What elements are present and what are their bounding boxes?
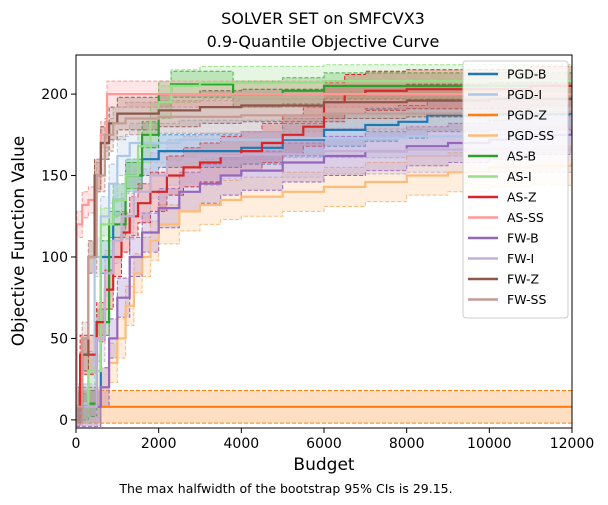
chart-subtitle: 0.9-Quantile Objective Curve bbox=[207, 32, 440, 51]
x-tick-label: 0 bbox=[72, 436, 81, 452]
y-tick-label: 200 bbox=[41, 87, 68, 103]
legend-label-as-z: AS-Z bbox=[507, 190, 537, 205]
ci-lower-pgd-b bbox=[76, 129, 572, 424]
legend-label-fw-i: FW-I bbox=[507, 251, 534, 266]
legend-box bbox=[462, 60, 569, 319]
legend-label-as-b: AS-B bbox=[507, 149, 536, 164]
x-tick-label: 10000 bbox=[467, 436, 512, 452]
ci-band-pgd-ss bbox=[76, 143, 572, 427]
series-line-fw-b bbox=[76, 129, 572, 408]
x-tick-label: 8000 bbox=[389, 436, 425, 452]
x-axis-ticks: 0 2000 4000 6000 8000 10000 12000 bbox=[72, 428, 595, 452]
y-tick-label: 150 bbox=[41, 169, 68, 185]
legend-label-pgd-ss: PGD-SS bbox=[507, 128, 554, 143]
series-line-fw-i bbox=[76, 146, 572, 408]
ci-upper-fw-ss bbox=[76, 94, 572, 391]
x-tick-label: 12000 bbox=[550, 436, 595, 452]
x-tick-label: 2000 bbox=[141, 436, 177, 452]
y-axis-ticks: 0 50 100 150 200 bbox=[41, 87, 76, 429]
legend-label-as-i: AS-I bbox=[507, 169, 532, 184]
y-axis-label: Objective Function Value bbox=[9, 136, 29, 346]
x-tick-label: 6000 bbox=[306, 436, 342, 452]
ci-band-fw-z bbox=[76, 82, 572, 424]
legend-label-fw-b: FW-B bbox=[507, 231, 539, 246]
ci-lower-fw-ss bbox=[76, 126, 572, 424]
ci-upper-as-z bbox=[76, 65, 572, 388]
series-line-fw-ss bbox=[76, 110, 572, 408]
series-lines bbox=[76, 80, 572, 408]
x-axis-label: Budget bbox=[293, 455, 354, 475]
series-line-pgd-b bbox=[76, 112, 572, 408]
x-tick-label: 4000 bbox=[224, 436, 260, 452]
y-tick-label: 50 bbox=[50, 331, 68, 347]
legend-label-pgd-z: PGD-Z bbox=[507, 108, 547, 123]
legend-label-fw-z: FW-Z bbox=[507, 272, 539, 287]
y-tick-label: 100 bbox=[41, 250, 68, 266]
footnote: The max halfwidth of the bootstrap 95% C… bbox=[118, 481, 452, 496]
legend-label-pgd-b: PGD-B bbox=[507, 67, 547, 82]
legend-label-as-ss: AS-SS bbox=[507, 210, 544, 225]
legend-label-fw-ss: FW-SS bbox=[507, 292, 546, 307]
legend: PGD-B PGD-I PGD-Z PGD-SS AS-B AS-I AS-Z AS-SS FW… bbox=[462, 60, 569, 319]
legend-label-pgd-i: PGD-I bbox=[507, 87, 542, 102]
y-tick-label: 0 bbox=[59, 413, 68, 429]
chart-title: SOLVER SET on SMFCVX3 bbox=[221, 9, 425, 28]
series-line-pgd-ss bbox=[76, 162, 572, 408]
